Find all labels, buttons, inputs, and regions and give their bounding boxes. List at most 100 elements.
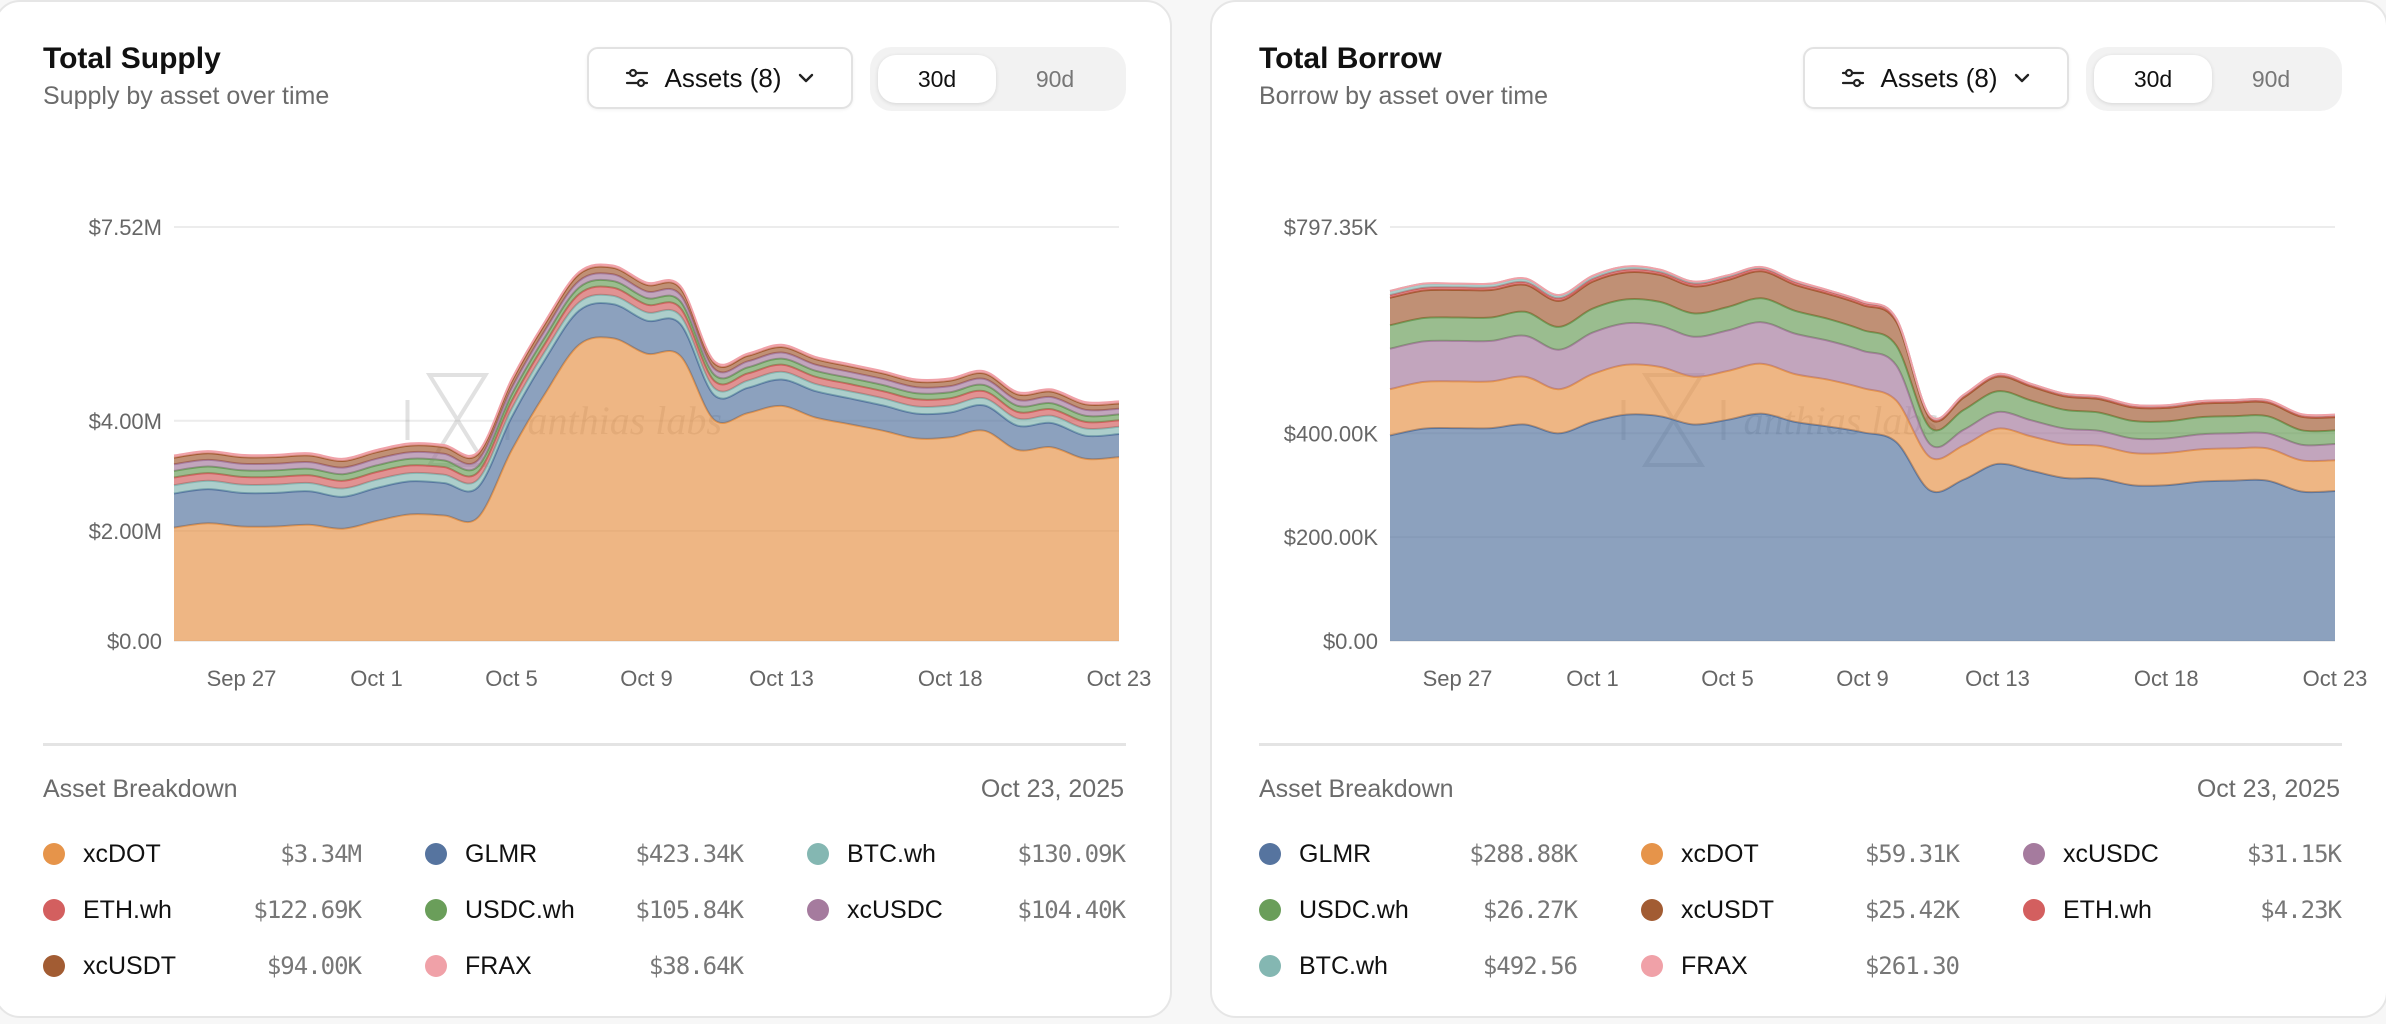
y-tick-label: $7.52M xyxy=(89,215,162,240)
legend-asset-name: GLMR xyxy=(465,839,538,868)
legend-color-dot xyxy=(43,843,65,865)
card-title: Total Borrow xyxy=(1259,42,1442,75)
legend-asset-name: GLMR xyxy=(1299,839,1372,868)
x-tick-label: Oct 18 xyxy=(2134,666,2199,691)
legend-item: xcUSDC $31.15K xyxy=(2023,826,2342,882)
y-tick-label: $4.00M xyxy=(89,409,162,434)
breakdown-title: Asset Breakdown xyxy=(43,775,238,803)
legend-asset-name: BTC.wh xyxy=(1299,951,1388,980)
y-tick-label: $200.00K xyxy=(1284,525,1379,550)
legend-asset-name: USDC.wh xyxy=(1299,895,1409,924)
range-90d[interactable]: 90d xyxy=(2251,65,2291,92)
assets-filter-button[interactable]: Assets (8) xyxy=(1803,47,2069,109)
breakdown-date: Oct 23, 2025 xyxy=(2196,775,2340,803)
area-xcdot xyxy=(174,337,1119,641)
legend-item: xcDOT $59.31K xyxy=(1641,826,1960,882)
legend-asset-value: $3.34M xyxy=(280,840,362,868)
area-glmr xyxy=(1390,413,2335,641)
sliders-icon xyxy=(626,68,649,88)
y-tick-label: $400.00K xyxy=(1284,421,1379,446)
legend-asset-value: $26.27K xyxy=(1482,896,1578,924)
breakdown-title: Asset Breakdown xyxy=(1259,775,1454,803)
x-tick-label: Oct 1 xyxy=(350,666,403,691)
line-frax xyxy=(1389,265,2336,420)
legend-asset-value: $105.84K xyxy=(635,896,744,924)
area-xcdot xyxy=(1390,363,2335,493)
legend-color-dot xyxy=(1259,899,1281,921)
legend-item: ETH.wh $4.23K xyxy=(2023,882,2342,938)
x-tick-label: Oct 13 xyxy=(749,666,814,691)
divider xyxy=(43,743,1126,746)
breakdown-date: Oct 23, 2025 xyxy=(980,775,1124,803)
legend-asset-name: FRAX xyxy=(1681,951,1748,980)
supply-area-chart: $0.00$2.00M$4.00M$7.52Manthias labsSep 2… xyxy=(89,215,1152,691)
legend-asset-name: ETH.wh xyxy=(2063,895,2152,924)
legend-asset-name: USDC.wh xyxy=(465,895,575,924)
legend-color-dot xyxy=(425,843,447,865)
y-tick-label: $797.35K xyxy=(1284,215,1379,240)
legend-color-dot xyxy=(425,899,447,921)
legend-item: xcUSDT $94.00K xyxy=(43,938,362,994)
legend-color-dot xyxy=(807,899,829,921)
legend-color-dot xyxy=(43,955,65,977)
legend-item: USDC.wh $26.27K xyxy=(1259,882,1578,938)
legend-item: BTC.wh $492.56 xyxy=(1259,938,1578,994)
legend-color-dot xyxy=(425,955,447,977)
time-range-toggle: 30d 90d xyxy=(2086,47,2342,111)
legend-color-dot xyxy=(1259,955,1281,977)
assets-filter-button[interactable]: Assets (8) xyxy=(587,47,853,109)
assets-button-label: Assets (8) xyxy=(1880,62,1998,93)
range-30d[interactable]: 30d xyxy=(878,55,996,103)
divider xyxy=(1259,743,2342,746)
area-xcusdt xyxy=(1390,271,2335,432)
legend-item: BTC.wh $130.09K xyxy=(807,826,1126,882)
range-90d[interactable]: 90d xyxy=(1035,65,1075,92)
legend-color-dot xyxy=(807,843,829,865)
legend-item: xcUSDC $104.40K xyxy=(807,882,1126,938)
x-tick-label: Oct 23 xyxy=(2303,666,2368,691)
legend-item: GLMR $423.34K xyxy=(425,826,744,882)
legend-asset-name: xcUSDT xyxy=(83,951,177,980)
legend-item: USDC.wh $105.84K xyxy=(425,882,744,938)
total-borrow-card: Total Borrow Borrow by asset over time A… xyxy=(1210,0,2386,1018)
legend-asset-value: $122.69K xyxy=(253,896,362,924)
x-tick-label: Oct 18 xyxy=(918,666,983,691)
legend-item: GLMR $288.88K xyxy=(1259,826,1578,882)
legend-asset-name: xcUSDC xyxy=(2063,839,2159,868)
total-supply-card: Total Supply Supply by asset over time A… xyxy=(0,0,1172,1018)
area-usdc-wh xyxy=(1390,298,2335,448)
sliders-icon xyxy=(1842,68,1865,88)
legend-item: FRAX $38.64K xyxy=(425,938,744,994)
legend-asset-value: $25.42K xyxy=(1864,896,1960,924)
area-glmr xyxy=(174,303,1119,529)
area-xcusdc xyxy=(1390,322,2335,462)
x-tick-label: Oct 1 xyxy=(1566,666,1619,691)
y-tick-label: $0.00 xyxy=(1323,629,1378,654)
assets-button-label: Assets (8) xyxy=(664,62,782,93)
legend-color-dot xyxy=(1641,899,1663,921)
legend-asset-name: ETH.wh xyxy=(83,895,172,924)
legend-color-dot xyxy=(2023,899,2045,921)
y-tick-label: $0.00 xyxy=(107,629,162,654)
chevron-down-icon xyxy=(798,73,813,83)
x-tick-label: Oct 9 xyxy=(620,666,673,691)
asset-breakdown-legend: GLMR $288.88K xcDOT $59.31K xcUSDC $31.15K USD… xyxy=(1259,826,2342,994)
legend-asset-value: $4.23K xyxy=(2260,896,2342,924)
borrow-area-chart: $0.00$200.00K$400.00K$797.35Kanthias lab… xyxy=(1284,215,2368,691)
legend-color-dot xyxy=(2023,843,2045,865)
x-tick-label: Oct 23 xyxy=(1087,666,1152,691)
legend-asset-value: $492.56 xyxy=(1482,952,1578,980)
legend-asset-name: xcDOT xyxy=(1681,839,1759,868)
legend-asset-value: $130.09K xyxy=(1017,840,1126,868)
line-frax xyxy=(173,263,1120,460)
legend-color-dot xyxy=(1641,843,1663,865)
legend-asset-name: xcUSDC xyxy=(847,895,943,924)
range-30d[interactable]: 30d xyxy=(2094,55,2212,103)
legend-asset-name: xcUSDT xyxy=(1681,895,1775,924)
legend-color-dot xyxy=(1641,955,1663,977)
card-title: Total Supply xyxy=(43,42,221,75)
x-tick-label: Sep 27 xyxy=(1423,666,1493,691)
x-tick-label: Oct 9 xyxy=(1836,666,1889,691)
legend-item: xcUSDT $25.42K xyxy=(1641,882,1960,938)
card-subtitle: Borrow by asset over time xyxy=(1259,82,1548,110)
